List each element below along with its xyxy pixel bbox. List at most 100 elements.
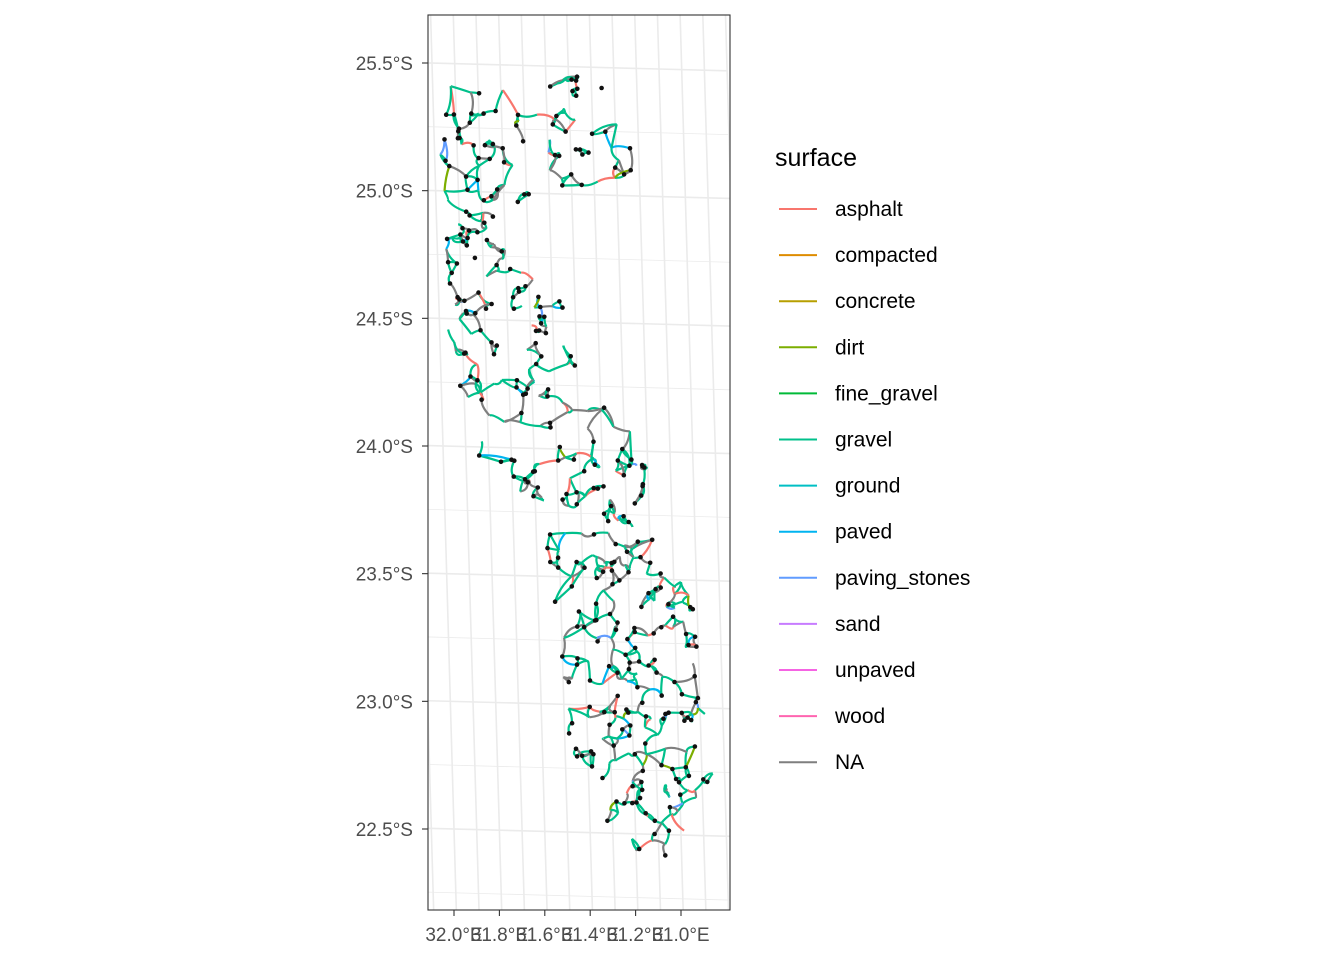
graticule-lon-line [452, 15, 480, 910]
road-node [515, 112, 521, 118]
road-node [468, 374, 473, 379]
road-segment [557, 77, 567, 85]
road-node [600, 775, 605, 781]
road-node [579, 182, 584, 188]
road-node [520, 392, 526, 398]
road-node [481, 198, 487, 203]
road-segment [686, 788, 696, 794]
road-node [457, 135, 462, 141]
road-node [487, 156, 493, 162]
graticule-lon-line [588, 15, 616, 910]
road-segment [597, 176, 616, 183]
y-tick-label: 24.5°S [356, 309, 413, 330]
road-node [632, 751, 638, 757]
road-node [465, 235, 470, 241]
graticule-lon-line [429, 15, 458, 910]
road-node [651, 631, 656, 636]
road-node [606, 663, 612, 669]
y-tick-label: 22.5°S [356, 820, 413, 841]
road-node [643, 811, 648, 816]
road-node [494, 187, 500, 192]
graticule [390, 15, 753, 960]
road-node [476, 155, 481, 161]
road-segment [445, 86, 453, 116]
legend-label: compacted [835, 244, 938, 267]
road-segment [549, 533, 560, 551]
road-segment [479, 454, 512, 461]
road-node [591, 485, 596, 491]
road-segment [600, 408, 615, 428]
road-node [557, 444, 563, 450]
road-segment [693, 676, 699, 699]
road-node [490, 214, 496, 219]
road-node [460, 225, 465, 231]
road-segment [549, 410, 569, 424]
road-node [552, 152, 558, 158]
road-node [595, 486, 601, 491]
road-segment [515, 124, 525, 142]
road-segment [564, 112, 576, 121]
road-node [569, 584, 575, 589]
road-segment [489, 414, 505, 423]
road-node [635, 685, 640, 690]
road-node [622, 801, 627, 806]
road-segment [472, 313, 482, 331]
graticule-lon-line [428, 685, 435, 910]
road-node [560, 305, 565, 310]
road-segment [444, 188, 468, 193]
road-node [685, 715, 690, 720]
road-node [600, 569, 606, 575]
road-node [658, 585, 663, 590]
road-node [581, 624, 587, 630]
road-node [491, 351, 497, 357]
road-node [462, 298, 467, 304]
road-node [548, 559, 553, 565]
road-segment [610, 147, 620, 162]
legend-label: wood [834, 705, 885, 728]
road-segment [664, 624, 675, 630]
road-segment [581, 180, 599, 187]
road-node [523, 284, 528, 289]
road-segment [481, 212, 485, 222]
road-node [612, 165, 618, 170]
road-segment [596, 634, 612, 640]
road-node [649, 537, 655, 543]
road-segment [587, 661, 592, 681]
road-node [679, 692, 685, 697]
road-node [545, 394, 550, 399]
graticule-lat-line [390, 955, 753, 960]
road-node [623, 652, 628, 658]
road-node [575, 86, 580, 92]
road-segment [612, 425, 630, 433]
road-node [547, 84, 553, 89]
road-node [626, 519, 631, 525]
road-node [663, 853, 668, 858]
road-node [443, 112, 449, 117]
road-node [647, 560, 653, 566]
road-node [659, 693, 664, 698]
road-node [501, 160, 507, 165]
road-node [552, 599, 558, 604]
road-segment [610, 124, 618, 149]
road-node [511, 474, 517, 479]
road-node [479, 397, 484, 403]
road-node [613, 627, 619, 633]
road-node [566, 679, 572, 685]
road-node [624, 549, 630, 555]
road-node [514, 385, 519, 390]
road-node [683, 765, 689, 770]
road-node [456, 126, 462, 131]
road-node [640, 700, 645, 706]
road-node [591, 439, 596, 445]
road-node [525, 386, 530, 391]
road-node [621, 514, 626, 519]
road-segment [601, 763, 611, 779]
road-node [478, 328, 483, 333]
road-node [463, 209, 469, 214]
road-node [573, 78, 579, 83]
road-node [515, 199, 521, 205]
graticule-lon-line [475, 15, 503, 910]
road-node [465, 187, 470, 193]
y-tick-label: 24.0°S [356, 437, 413, 458]
road-node [602, 709, 607, 715]
